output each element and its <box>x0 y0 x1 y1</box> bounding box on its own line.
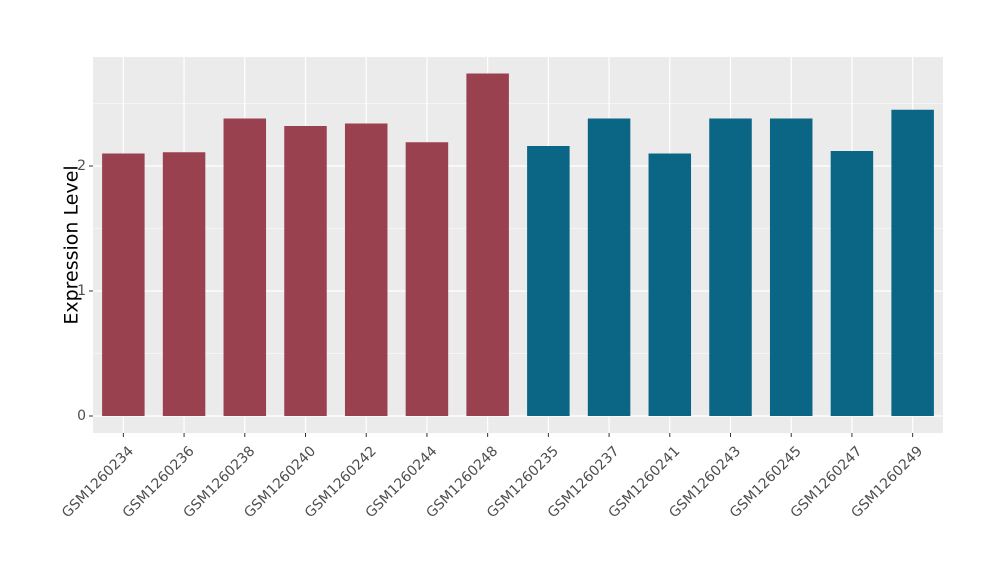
bar <box>769 118 813 416</box>
y-tick-label: 0 <box>77 408 86 424</box>
bar <box>405 142 449 416</box>
bar <box>102 153 145 416</box>
bar <box>587 118 631 416</box>
bar <box>891 109 934 416</box>
bar <box>830 151 874 416</box>
bar <box>344 123 388 416</box>
y-tick-label: 2 <box>77 158 86 174</box>
y-tick-label: 1 <box>77 283 86 299</box>
bar <box>709 118 752 416</box>
bar <box>223 118 267 416</box>
bar <box>527 146 570 416</box>
bar <box>162 152 206 416</box>
plot-panel <box>93 57 943 433</box>
y-axis-title: Expression Level <box>61 165 83 324</box>
bar <box>466 73 509 416</box>
bar <box>284 126 327 416</box>
bar <box>648 153 692 416</box>
